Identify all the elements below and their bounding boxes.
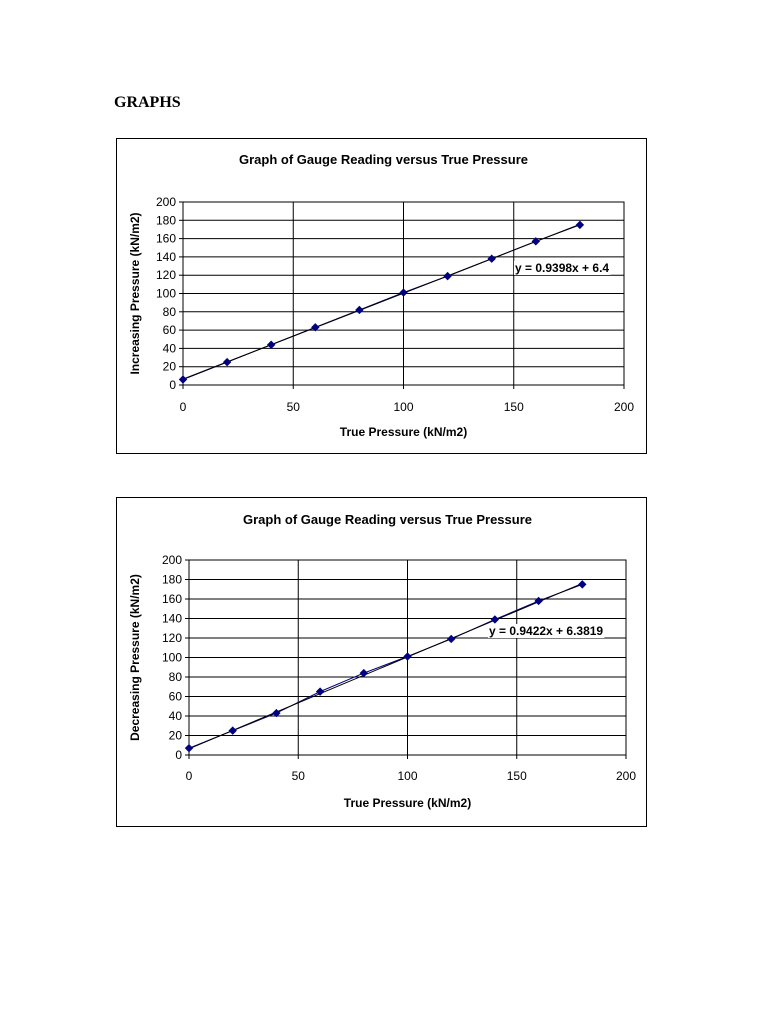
chart2-y-tick-label: 100 — [162, 651, 182, 665]
chart2-x-axis-label: True Pressure (kN/m2) — [344, 796, 471, 810]
chart-decreasing-pressure: Graph of Gauge Reading versus True Press… — [116, 497, 647, 827]
chart-increasing-pressure: Graph of Gauge Reading versus True Press… — [116, 138, 647, 454]
chart1-x-axis-label: True Pressure (kN/m2) — [340, 425, 467, 439]
chart1-trendline-equation: y = 0.9398x + 6.4 — [515, 261, 609, 275]
chart2-x-tick-label: 150 — [507, 769, 527, 783]
chart1-x-tick-label: 0 — [180, 400, 187, 414]
chart2-y-tick-label: 80 — [169, 670, 183, 684]
chart1-y-axis-label: Increasing Pressure (kN/m2) — [128, 212, 142, 374]
chart1-x-tick-label: 100 — [393, 400, 413, 414]
chart2-title: Graph of Gauge Reading versus True Press… — [243, 512, 532, 527]
chart2-data-point — [446, 634, 456, 644]
chart2-y-tick-label: 200 — [162, 553, 182, 567]
chart-increasing-pressure-svg: Graph of Gauge Reading versus True Press… — [128, 152, 634, 439]
chart1-y-tick-label: 60 — [163, 323, 177, 337]
chart2-y-tick-label: 60 — [169, 690, 183, 704]
chart-decreasing-pressure-svg: Graph of Gauge Reading versus True Press… — [128, 512, 636, 810]
chart2-data-point — [315, 687, 325, 696]
chart1-y-tick-label: 20 — [163, 360, 177, 374]
chart2-x-tick-label: 100 — [397, 769, 417, 783]
chart1-data-point — [575, 220, 585, 230]
chart2-x-tick-label: 50 — [292, 769, 306, 783]
chart2-data-point — [272, 708, 281, 718]
chart1-data-point — [399, 288, 408, 297]
chart2-y-tick-label: 160 — [162, 592, 182, 606]
chart1-trendline — [182, 223, 581, 380]
chart2-y-tick-label: 180 — [162, 573, 182, 587]
chart1-data-point — [266, 340, 276, 349]
chart1-x-tick-label: 150 — [504, 400, 524, 414]
chart1-y-tick-label: 180 — [156, 213, 176, 227]
chart1-data-point — [178, 375, 188, 384]
chart1-y-tick-label: 160 — [156, 232, 176, 246]
chart1-data-point — [531, 237, 541, 246]
chart2-data-point — [228, 726, 237, 735]
chart1-x-tick-label: 50 — [287, 400, 301, 414]
chart1-title: Graph of Gauge Reading versus True Press… — [239, 152, 528, 167]
chart1-y-tick-label: 120 — [156, 268, 176, 282]
chart1-x-tick-label: 200 — [614, 400, 634, 414]
chart2-trendline-equation: y = 0.9422x + 6.3819 — [489, 624, 603, 638]
chart2-y-tick-label: 20 — [169, 729, 183, 743]
chart2-data-point — [578, 580, 587, 589]
page-heading: GRAPHS — [114, 94, 181, 111]
chart2-data-point — [534, 596, 543, 606]
chart1-data-point — [222, 357, 232, 367]
chart2-y-tick-label: 0 — [175, 748, 182, 762]
chart1-y-tick-label: 200 — [156, 195, 176, 209]
chart1-y-tick-label: 40 — [163, 341, 177, 355]
chart1-y-tick-label: 80 — [163, 305, 177, 319]
chart1-data-point — [355, 305, 364, 315]
chart2-x-tick-label: 0 — [186, 769, 193, 783]
chart2-trendline-equation-bg — [488, 624, 605, 638]
chart2-y-axis-label: Decreasing Pressure (kN/m2) — [128, 574, 142, 741]
chart2-y-tick-label: 40 — [169, 709, 183, 723]
chart1-data-point — [487, 254, 496, 263]
chart1-data-point — [443, 271, 452, 281]
chart1-y-tick-label: 0 — [169, 378, 176, 392]
chart1-data-point — [311, 323, 320, 332]
chart2-data-point — [490, 615, 500, 624]
chart2-data-point — [184, 743, 194, 753]
chart2-x-tick-label: 200 — [616, 769, 636, 783]
chart2-y-tick-label: 120 — [162, 631, 182, 645]
chart1-y-tick-label: 140 — [156, 250, 176, 264]
chart2-trendline — [188, 582, 583, 750]
chart2-y-tick-label: 140 — [162, 612, 182, 626]
chart2-data-point — [359, 668, 369, 678]
chart2-series-line — [188, 583, 583, 749]
chart1-trendline-equation-bg — [514, 261, 611, 275]
chart2-data-point — [403, 652, 412, 661]
chart1-y-tick-label: 100 — [156, 287, 176, 301]
